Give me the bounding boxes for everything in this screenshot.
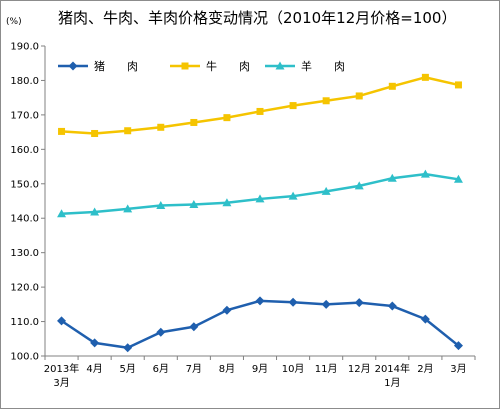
series-line: [61, 76, 459, 135]
y-tick-label: 110.0: [10, 317, 39, 328]
y-tick-label: 130.0: [10, 248, 39, 259]
data-point: [223, 114, 231, 122]
data-point: [91, 129, 99, 137]
data-point: [454, 81, 462, 89]
x-tick-label: 7月: [186, 363, 202, 375]
chart-title: 猪肉、牛肉、羊肉价格变动情况（2010年12月价格=100）: [58, 9, 456, 27]
data-point: [156, 200, 166, 209]
data-point: [289, 102, 297, 110]
data-point: [124, 127, 132, 135]
legend-marker: [275, 61, 285, 70]
data-point: [123, 204, 133, 213]
x-tick-label: 3月: [53, 377, 69, 389]
x-tick-label: 2013年: [44, 362, 79, 375]
data-point: [321, 186, 331, 195]
legend-label: 羊 肉: [301, 59, 345, 73]
data-point: [256, 107, 264, 115]
x-tick-label: 1月: [384, 377, 400, 389]
data-point: [321, 299, 331, 309]
data-point: [388, 82, 396, 90]
axes: 100.0 110.0 120.0 130.0 140.0 150.0 160.0 170.0…: [10, 42, 476, 389]
x-tick-label: 4月: [86, 363, 102, 375]
x-tick-label: 12月: [348, 363, 371, 375]
data-point: [190, 118, 198, 126]
data-point: [90, 338, 100, 348]
series-line: [61, 172, 459, 215]
data-point: [420, 169, 430, 178]
data-point: [420, 314, 430, 324]
data-point: [453, 174, 463, 183]
x-tick-label: 2014年: [375, 362, 410, 375]
x-tick-label: 9月: [252, 363, 268, 375]
data-point: [255, 296, 265, 306]
legend-label: 牛 肉: [206, 59, 250, 73]
data-point: [421, 73, 429, 81]
y-tick-label: 180.0: [10, 76, 39, 87]
y-tick-label: 160.0: [10, 145, 39, 156]
series-1: [58, 73, 462, 137]
legend-marker: [181, 62, 189, 70]
x-tick-label: 5月: [120, 363, 136, 375]
legend-item-1: 牛 肉: [170, 59, 250, 73]
legend-label: 猪 肉: [94, 60, 138, 73]
legend-item-0: 猪 肉: [58, 60, 138, 73]
data-point: [288, 297, 298, 307]
x-tick-label: 2月: [417, 363, 433, 375]
data-point: [387, 173, 397, 182]
data-point: [453, 341, 463, 351]
data-point: [354, 298, 364, 308]
data-point: [322, 97, 330, 105]
data-point: [156, 327, 166, 337]
x-tick-label: 3月: [450, 363, 466, 375]
data-point: [58, 127, 66, 135]
series-layer: [57, 73, 463, 353]
x-tick-label: 11月: [315, 363, 338, 375]
x-tick-label: 8月: [219, 363, 235, 375]
data-point: [57, 209, 67, 218]
data-point: [222, 198, 232, 207]
y-tick-label: 120.0: [10, 283, 39, 294]
legend-marker: [68, 61, 78, 71]
y-tick-label: 170.0: [10, 110, 39, 121]
series-0: [57, 296, 463, 353]
data-point: [222, 305, 232, 315]
data-point: [123, 343, 133, 353]
y-tick-label: 140.0: [10, 214, 39, 225]
x-tick-label: 6月: [153, 363, 169, 375]
data-point: [288, 191, 298, 200]
data-point: [354, 181, 364, 190]
y-tick-label: 100.0: [10, 352, 39, 363]
data-point: [387, 301, 397, 311]
data-point: [189, 322, 199, 332]
data-point: [157, 123, 165, 131]
y-axis-unit-label: (%): [6, 17, 22, 27]
data-point: [90, 207, 100, 216]
legend-item-2: 羊 肉: [265, 59, 345, 73]
series-line: [60, 299, 460, 349]
x-tick-label: 10月: [282, 363, 305, 375]
data-point: [255, 194, 265, 203]
series-2: [57, 169, 463, 218]
y-tick-label: 150.0: [10, 179, 39, 190]
data-point: [57, 316, 67, 326]
data-point: [189, 199, 199, 208]
data-point: [355, 92, 363, 100]
legend: 猪 肉牛 肉羊 肉: [58, 59, 345, 73]
y-tick-label: 190.0: [10, 42, 39, 53]
